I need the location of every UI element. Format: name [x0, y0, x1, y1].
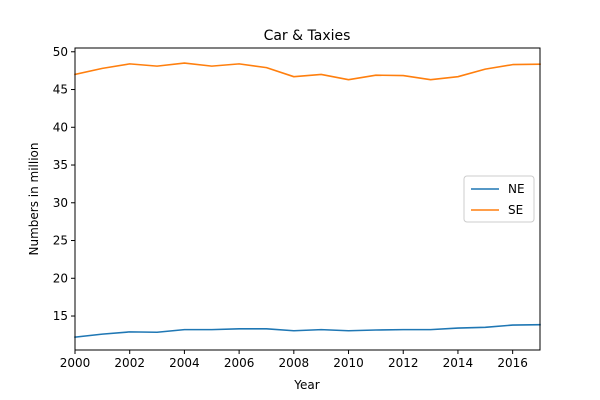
y-tick-label: 40: [53, 120, 68, 134]
x-tick-label: 2010: [333, 356, 364, 370]
x-tick-label: 2014: [443, 356, 474, 370]
series-line-se: [74, 62, 541, 81]
x-tick-label: 2008: [279, 356, 310, 370]
x-axis: 2000 2002 2004 2006 2008 2010 2012 2014 2016: [60, 350, 528, 370]
series-line-ne: [74, 323, 541, 339]
chart-title: Car & Taxies: [264, 28, 351, 44]
x-tick-label: 2004: [169, 356, 200, 370]
x-axis-label: Year: [293, 378, 319, 392]
y-tick-label: 30: [53, 196, 68, 210]
x-tick-label: 2002: [114, 356, 145, 370]
x-tick-label: 2016: [497, 356, 528, 370]
y-tick-label: 45: [53, 83, 68, 97]
legend-label-se: SE: [508, 203, 523, 217]
y-tick-label: 35: [53, 158, 68, 172]
legend-label-ne: NE: [508, 182, 525, 196]
y-axis: 15 20 25 30 35 40 45 50: [53, 45, 75, 323]
x-tick-label: 2000: [60, 356, 91, 370]
legend: NE SE: [463, 175, 535, 223]
y-tick-label: 50: [53, 45, 68, 59]
x-tick-label: 2012: [388, 356, 419, 370]
x-tick-label: 2006: [224, 356, 255, 370]
y-axis-label: Numbers in million: [27, 143, 41, 256]
y-tick-label: 25: [53, 234, 68, 248]
y-tick-label: 15: [53, 309, 68, 323]
y-tick-label: 20: [53, 271, 68, 285]
plot-frame: [74, 47, 541, 351]
plot-area: [74, 62, 541, 339]
